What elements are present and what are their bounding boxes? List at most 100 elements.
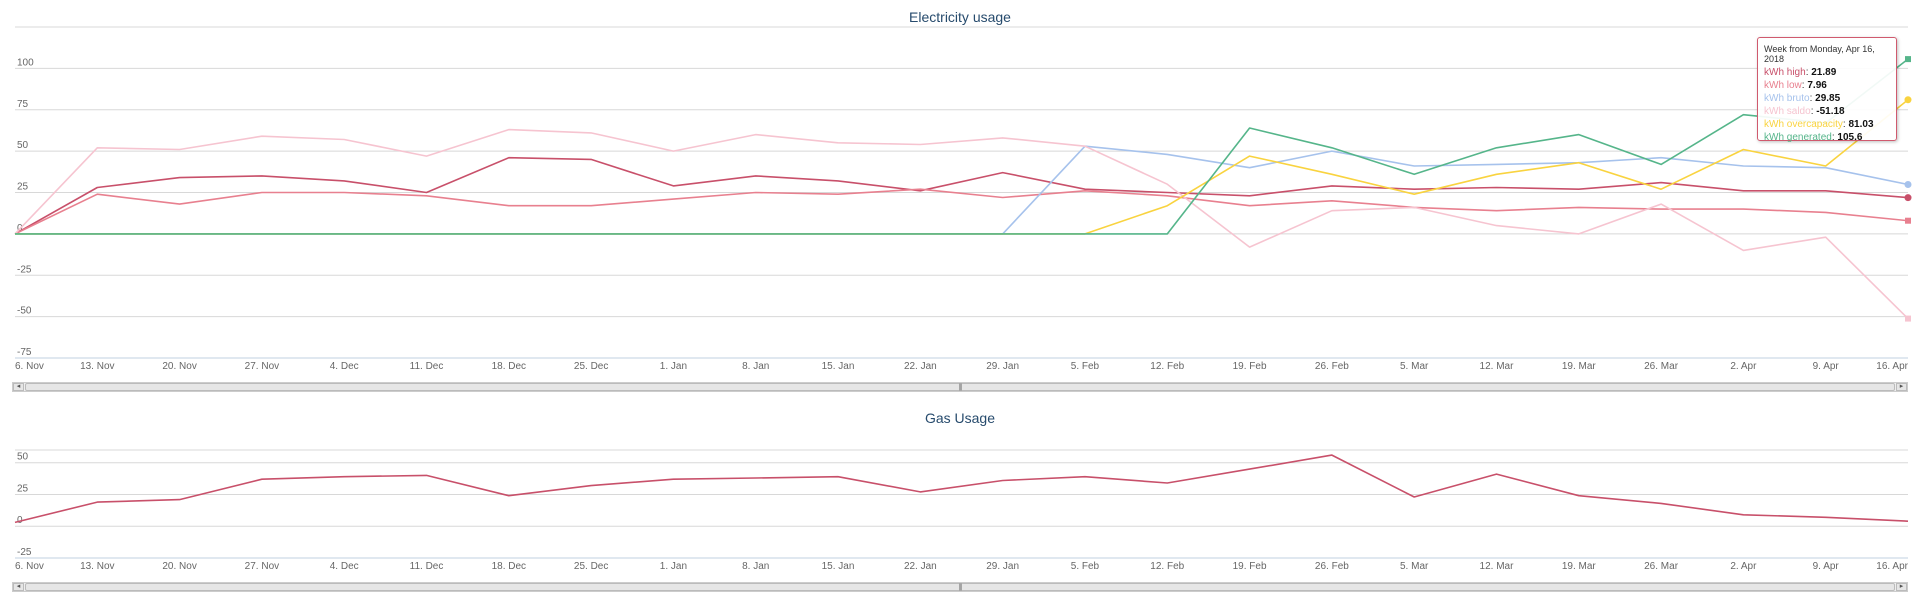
- y-tick-label: 50: [17, 452, 29, 463]
- x-tick-label: 11. Dec: [410, 561, 444, 572]
- tooltip-series-label: kWh generated: [1764, 132, 1832, 143]
- x-tick-label: 5. Feb: [1071, 361, 1100, 372]
- x-tick-label: 19. Mar: [1562, 361, 1597, 372]
- tooltip-separator: :: [1805, 67, 1812, 78]
- series-line[interactable]: [14, 188, 1909, 235]
- tooltip-row: kWh low: 7.96: [1764, 79, 1890, 92]
- y-tick-label: 25: [17, 182, 29, 193]
- tooltip-series-label: kWh high: [1764, 67, 1806, 78]
- x-tick-label: 9. Apr: [1813, 561, 1840, 572]
- x-tick-label: 29. Jan: [986, 361, 1019, 372]
- x-tick-label: 2. Apr: [1730, 361, 1757, 372]
- electricity-chart-title: Electricity usage: [909, 9, 1011, 25]
- tooltip-series-value: 105.6: [1837, 132, 1863, 143]
- x-tick-label: 19. Feb: [1233, 361, 1267, 372]
- series-line[interactable]: [15, 58, 1909, 235]
- x-tick-label: 5. Mar: [1400, 361, 1429, 372]
- x-tick-label: 27. Nov: [245, 561, 279, 572]
- x-tick-label: 4. Dec: [330, 361, 359, 372]
- hover-point-marker[interactable]: [1905, 217, 1911, 224]
- x-tick-label: 1. Jan: [660, 561, 687, 572]
- x-tick-label: 12. Mar: [1480, 561, 1515, 572]
- x-tick-label: 13. Nov: [80, 361, 114, 372]
- x-tick-label: 12. Feb: [1150, 361, 1184, 372]
- x-tick-label: 5. Feb: [1071, 561, 1100, 572]
- x-tick-label: 6. Nov: [15, 561, 44, 572]
- x-tick-label: 4. Dec: [330, 561, 359, 572]
- x-tick-label: 6. Nov: [15, 361, 44, 372]
- x-tick-label: 26. Feb: [1315, 561, 1349, 572]
- scroll-right-button[interactable]: ▸: [1896, 583, 1907, 591]
- hover-point-marker[interactable]: [1904, 180, 1912, 188]
- tooltip-series-label: kWh bruto: [1764, 93, 1810, 104]
- y-tick-label: 100: [17, 57, 34, 68]
- x-tick-label: 1. Jan: [660, 361, 687, 372]
- y-tick-label: -75: [17, 347, 32, 358]
- x-tick-label: 19. Mar: [1562, 561, 1597, 572]
- series-line[interactable]: [14, 454, 1909, 524]
- x-tick-label: 18. Dec: [492, 561, 526, 572]
- scroll-right-button[interactable]: ▸: [1896, 383, 1907, 391]
- x-tick-label: 29. Jan: [986, 561, 1019, 572]
- hover-point-marker[interactable]: [1904, 96, 1912, 104]
- tooltip-separator: :: [1809, 93, 1816, 104]
- tooltip-separator: :: [1801, 80, 1808, 91]
- tooltip-series-value: 21.89: [1811, 67, 1837, 78]
- gas-scrollbar[interactable]: ◂ ||| ▸: [12, 582, 1908, 592]
- y-tick-label: -50: [17, 306, 32, 317]
- x-tick-label: 5. Mar: [1400, 561, 1429, 572]
- tooltip-series-label: kWh saldo: [1764, 106, 1811, 117]
- x-tick-label: 16. Apr: [1876, 361, 1908, 372]
- x-tick-label: 25. Dec: [574, 361, 608, 372]
- x-tick-label: 15. Jan: [822, 561, 855, 572]
- y-tick-label: -25: [17, 264, 32, 275]
- electricity-scroll-thumb[interactable]: |||: [25, 383, 1895, 391]
- x-tick-label: 12. Mar: [1480, 361, 1515, 372]
- x-tick-label: 15. Jan: [822, 361, 855, 372]
- chart-tooltip: Week from Monday, Apr 16, 2018 kWh high:…: [1757, 37, 1897, 143]
- gas-chart-title: Gas Usage: [924, 410, 996, 426]
- x-tick-label: 22. Jan: [904, 361, 937, 372]
- tooltip-separator: :: [1831, 132, 1838, 143]
- hover-point-marker[interactable]: [1905, 315, 1911, 322]
- gas-scroll-thumb[interactable]: |||: [25, 583, 1895, 591]
- x-tick-label: 8. Jan: [742, 561, 769, 572]
- scroll-grip-icon: |||: [958, 384, 963, 391]
- y-tick-label: 50: [17, 140, 29, 151]
- tooltip-series-value: 81.03: [1848, 119, 1874, 130]
- tooltip-series-value: 7.96: [1807, 80, 1827, 91]
- scroll-left-button[interactable]: ◂: [13, 383, 24, 391]
- electricity-scrollbar[interactable]: ◂ ||| ▸: [12, 382, 1908, 392]
- x-tick-label: 8. Jan: [742, 361, 769, 372]
- x-tick-label: 18. Dec: [492, 361, 526, 372]
- scroll-left-button[interactable]: ◂: [13, 583, 24, 591]
- x-tick-label: 11. Dec: [410, 361, 444, 372]
- series-line[interactable]: [14, 156, 1909, 235]
- x-tick-label: 27. Nov: [245, 361, 279, 372]
- x-tick-label: 2. Apr: [1730, 561, 1757, 572]
- tooltip-row: kWh overcapacity: 81.03: [1764, 118, 1890, 131]
- y-tick-label: -25: [17, 547, 32, 558]
- scroll-grip-icon: |||: [958, 584, 963, 591]
- hover-point-marker[interactable]: [1904, 194, 1912, 202]
- x-tick-label: 26. Mar: [1644, 361, 1679, 372]
- x-tick-label: 22. Jan: [904, 561, 937, 572]
- tooltip-header: Week from Monday, Apr 16, 2018: [1764, 44, 1875, 64]
- tooltip-row: kWh bruto: 29.85: [1764, 92, 1890, 105]
- tooltip-separator: :: [1810, 106, 1817, 117]
- tooltip-separator: :: [1842, 119, 1849, 130]
- y-tick-label: 75: [17, 99, 29, 110]
- x-tick-label: 16. Apr: [1876, 561, 1908, 572]
- series-line[interactable]: [14, 128, 1909, 320]
- tooltip-series-label: kWh low: [1764, 80, 1802, 91]
- x-tick-label: 19. Feb: [1233, 561, 1267, 572]
- x-tick-label: 13. Nov: [80, 561, 114, 572]
- y-tick-label: 25: [17, 483, 29, 494]
- hover-point-marker[interactable]: [1905, 56, 1911, 63]
- tooltip-series-label: kWh overcapacity: [1764, 119, 1843, 130]
- tooltip-row: kWh saldo: -51.18: [1764, 105, 1890, 118]
- x-tick-label: 25. Dec: [574, 561, 608, 572]
- x-tick-label: 26. Mar: [1644, 561, 1679, 572]
- tooltip-series-value: 29.85: [1815, 93, 1841, 104]
